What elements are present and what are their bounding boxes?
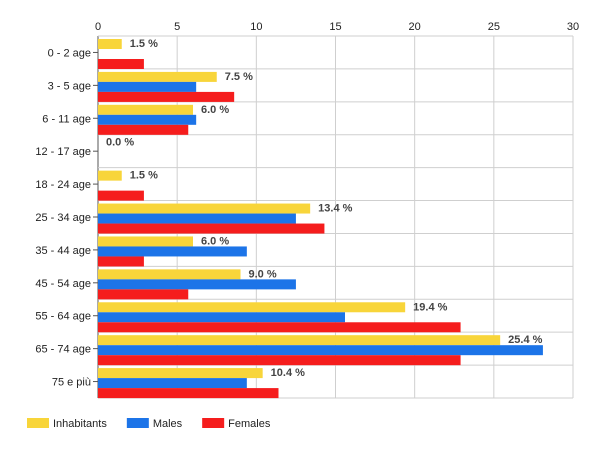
bar-females (98, 289, 189, 300)
bar-females (98, 190, 144, 201)
bar-males (98, 312, 345, 323)
legend-swatch-females (202, 418, 225, 428)
x-tick-label: 30 (567, 21, 579, 33)
bar-females (98, 223, 325, 234)
bar-females (98, 124, 189, 135)
data-labels: 1.5 % 7.5 % 6.0 % 0.0 % 1.5 % 13.4 % 6.0 % 9.0 … (106, 38, 543, 379)
legend-label: Females (228, 418, 271, 430)
bar-inhabitants (98, 203, 311, 214)
data-label: 1.5 % (130, 170, 158, 182)
legend: Inhabitants Males Females (27, 418, 271, 430)
data-label: 9.0 % (249, 268, 277, 280)
x-axis-ticks: 0 5 10 15 20 25 30 (95, 21, 579, 33)
bar-females (98, 322, 461, 333)
category-label: 12 - 17 age (35, 146, 91, 158)
bar-females (98, 91, 235, 102)
bar-inhabitants (98, 269, 241, 280)
x-tick-label: 10 (250, 21, 262, 33)
category-label: 0 - 2 age (48, 47, 91, 59)
x-tick-label: 0 (95, 21, 101, 33)
bar-females (98, 355, 461, 366)
data-label: 6.0 % (201, 104, 229, 116)
category-label: 6 - 11 age (42, 113, 91, 125)
bar-males (98, 81, 197, 92)
x-tick-label: 15 (329, 21, 341, 33)
category-label: 55 - 64 age (35, 311, 91, 323)
bar-males (98, 213, 296, 224)
bars (98, 39, 543, 399)
category-label: 35 - 44 age (35, 245, 91, 257)
bar-inhabitants (98, 39, 122, 49)
category-label: 45 - 54 age (35, 278, 91, 290)
data-label: 25.4 % (508, 334, 542, 346)
x-tick-label: 5 (174, 21, 180, 33)
legend-swatch-inhabitants (27, 418, 49, 428)
bar-inhabitants (98, 71, 217, 82)
bar-inhabitants (98, 104, 193, 115)
bar-inhabitants (98, 335, 501, 346)
data-label: 1.5 % (130, 38, 158, 50)
data-label: 10.4 % (271, 367, 305, 379)
data-label: 0.0 % (106, 137, 134, 149)
bar-females (98, 256, 144, 267)
bar-inhabitants (98, 302, 406, 313)
category-label: 18 - 24 age (35, 179, 91, 191)
data-label: 13.4 % (318, 203, 352, 215)
data-label: 7.5 % (225, 71, 253, 83)
bar-males (98, 246, 247, 257)
legend-label: Males (153, 418, 183, 430)
category-label: 3 - 5 age (48, 80, 91, 92)
data-label: 19.4 % (413, 301, 447, 313)
x-tick-label: 20 (409, 21, 421, 33)
bar-inhabitants (98, 170, 122, 181)
category-label: 25 - 34 age (35, 212, 91, 224)
category-label: 75 e più (52, 377, 91, 389)
bar-males (98, 114, 197, 125)
bar-females (98, 388, 279, 399)
bar-males (98, 345, 543, 356)
legend-label: Inhabitants (53, 418, 107, 430)
bar-females (98, 59, 144, 69)
bar-inhabitants (98, 236, 193, 247)
legend-swatch-males (126, 418, 149, 428)
data-label: 6.0 % (201, 235, 229, 247)
category-label: 65 - 74 age (35, 344, 91, 356)
bar-inhabitants (98, 368, 263, 379)
x-tick-label: 25 (488, 21, 500, 33)
bar-males (98, 279, 296, 290)
bar-males (98, 378, 247, 389)
category-axis: 0 - 2 age 3 - 5 age 6 - 11 age 12 - 17 age 1… (35, 47, 98, 389)
